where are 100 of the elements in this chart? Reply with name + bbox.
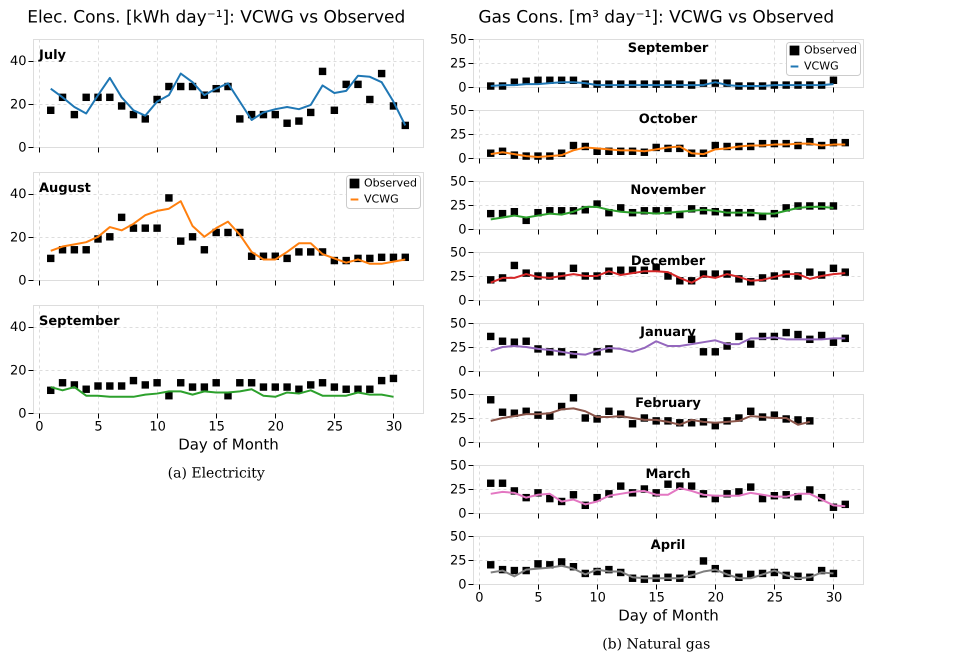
- y-tick-label: 50: [450, 316, 466, 332]
- point: [188, 233, 196, 241]
- point: [747, 408, 754, 415]
- point: [236, 379, 244, 386]
- point: [283, 120, 291, 127]
- point: [498, 338, 506, 345]
- y-tick-label: 50: [450, 246, 466, 260]
- point: [177, 379, 184, 386]
- y-tick-label: 0: [458, 436, 466, 450]
- point: [272, 110, 279, 118]
- point: [617, 482, 624, 490]
- point: [534, 560, 542, 568]
- legend-label: VCWG: [804, 60, 839, 72]
- y-tick-label: 25: [450, 554, 466, 568]
- point: [487, 561, 494, 569]
- point: [830, 264, 838, 272]
- y-tick-label: 25: [450, 340, 466, 356]
- y-tick-label: 0: [458, 152, 466, 166]
- point: [700, 557, 708, 565]
- chart-title: February: [635, 396, 702, 411]
- point: [47, 254, 54, 262]
- y-tick-label: 20: [10, 363, 26, 378]
- point: [47, 106, 54, 114]
- x-axis-title: Day of Month: [178, 436, 279, 454]
- point: [130, 376, 138, 384]
- point: [106, 233, 114, 241]
- point: [366, 96, 374, 104]
- text: Gas Cons. [m³ day⁻¹]: VCWG vs Observed: [478, 8, 834, 28]
- point: [747, 483, 754, 491]
- point: [212, 379, 220, 386]
- legend-label: VCWG: [364, 192, 399, 206]
- point: [712, 348, 719, 356]
- point: [558, 558, 566, 566]
- y-tick-label: 40: [10, 320, 26, 336]
- point: [628, 420, 636, 428]
- text: July: [38, 48, 67, 63]
- y-tick-label: 50: [450, 32, 466, 48]
- point: [378, 376, 386, 384]
- x-tick-label: 10: [589, 590, 606, 606]
- x-tick-label: 20: [268, 420, 284, 434]
- y-tick-label: 0: [458, 222, 466, 238]
- point: [487, 210, 494, 218]
- point: [747, 340, 754, 348]
- point: [70, 246, 78, 254]
- point: [200, 383, 208, 391]
- point: [487, 332, 494, 340]
- point: [82, 246, 90, 254]
- chart-title: November: [630, 183, 706, 198]
- chart-title: March: [645, 467, 691, 482]
- point: [378, 254, 386, 262]
- y-tick-label: 0: [458, 506, 466, 522]
- point: [342, 80, 350, 88]
- point: [142, 381, 149, 389]
- y-tick-label: 0: [458, 80, 466, 96]
- y-tick-label: 40: [10, 54, 26, 70]
- point: [165, 392, 173, 400]
- point: [390, 374, 398, 382]
- y-tick-label: 0: [18, 406, 26, 422]
- point: [342, 386, 350, 393]
- point: [617, 266, 624, 274]
- point: [570, 491, 578, 498]
- point: [487, 396, 494, 404]
- point: [295, 248, 303, 256]
- point: [118, 214, 126, 222]
- point: [570, 264, 578, 272]
- point: [295, 117, 303, 125]
- point: [605, 408, 613, 415]
- point: [318, 379, 326, 386]
- chart-title: December: [630, 254, 706, 269]
- text: Elec. Cons. [kWh day⁻¹]: VCWG vs Observed: [27, 8, 406, 28]
- point: [487, 480, 494, 487]
- y-tick-label: 25: [450, 198, 466, 214]
- point: [570, 394, 578, 402]
- point: [153, 224, 161, 232]
- point: [510, 566, 518, 574]
- chart-title: October: [638, 112, 698, 127]
- x-tick-label: 25: [766, 590, 784, 606]
- point: [522, 338, 530, 345]
- point: [688, 482, 696, 490]
- point: [307, 108, 314, 116]
- point: [82, 386, 90, 393]
- y-tick-label: 20: [10, 97, 26, 112]
- point: [664, 480, 672, 488]
- point: [498, 480, 506, 487]
- point: [782, 328, 790, 336]
- point: [260, 383, 268, 391]
- point: [142, 115, 149, 123]
- text: August: [39, 181, 91, 196]
- point: [510, 208, 518, 216]
- point: [806, 486, 814, 494]
- point: [307, 381, 314, 389]
- point: [330, 106, 338, 114]
- x-tick-label: 5: [94, 420, 103, 434]
- y-tick-label: 0: [458, 578, 466, 592]
- point: [236, 115, 244, 123]
- point: [272, 383, 279, 391]
- point: [118, 382, 126, 390]
- y-tick-label: 20: [10, 230, 26, 246]
- chart-title: January: [639, 325, 696, 340]
- y-tick-label: 50: [450, 388, 466, 402]
